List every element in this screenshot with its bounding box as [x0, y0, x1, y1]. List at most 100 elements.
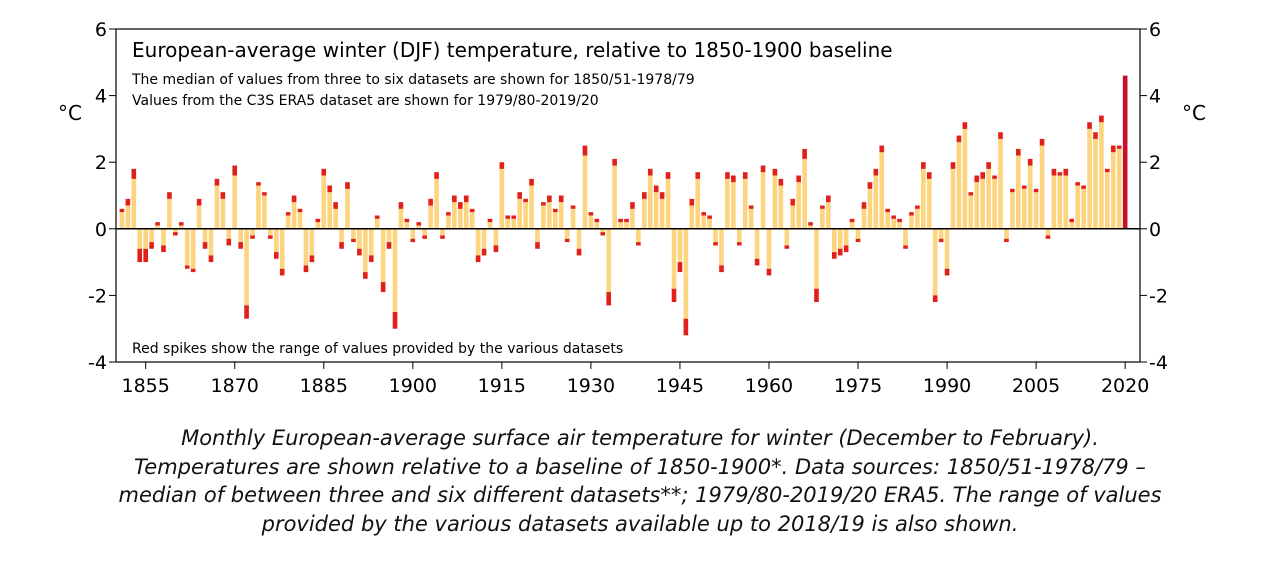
caption: Monthly European-average surface air tem… — [0, 424, 1280, 538]
bar — [814, 228, 819, 289]
range-spike — [161, 245, 166, 253]
bar — [1045, 228, 1051, 236]
bar — [802, 158, 807, 229]
range-spike — [279, 268, 285, 276]
bar — [1122, 75, 1128, 229]
x-tick-label: 1960 — [745, 375, 793, 397]
bar — [339, 228, 344, 243]
bar — [742, 178, 748, 229]
range-spike — [980, 172, 986, 179]
bar — [363, 228, 368, 273]
bar — [428, 205, 433, 229]
range-spike — [861, 202, 867, 209]
range-spike — [808, 222, 813, 226]
range-spike — [238, 242, 243, 249]
range-spike — [285, 212, 291, 216]
bar — [624, 222, 629, 229]
bar — [1099, 122, 1104, 229]
bar — [784, 228, 790, 246]
bar — [392, 228, 398, 313]
y2-tick-label: 6 — [1149, 19, 1161, 41]
bar — [523, 202, 528, 229]
bar — [368, 228, 374, 256]
range-spike — [831, 252, 837, 259]
range-spike — [309, 255, 315, 263]
x-tick-label: 1885 — [300, 375, 348, 397]
bar — [843, 228, 849, 246]
bar — [962, 128, 968, 229]
range-spike — [469, 208, 475, 213]
range-spike — [665, 172, 671, 179]
bar — [677, 228, 683, 263]
range-spike — [1105, 168, 1110, 173]
bar — [345, 188, 350, 229]
range-spike — [345, 182, 350, 189]
bar — [487, 222, 493, 229]
bar — [826, 202, 831, 229]
y-tick-label: 2 — [95, 152, 107, 174]
bar — [968, 195, 974, 229]
bar — [647, 175, 653, 229]
range-spike — [487, 218, 493, 223]
range-spike — [921, 162, 926, 169]
bar — [184, 228, 190, 266]
range-spike — [647, 168, 653, 176]
bar — [273, 228, 279, 253]
bar — [701, 215, 707, 229]
y2-tick-label: -4 — [1149, 352, 1168, 374]
bar — [837, 228, 843, 249]
bar — [891, 218, 896, 229]
bar — [1081, 188, 1086, 229]
bar — [974, 182, 980, 229]
range-spike — [125, 198, 131, 206]
bar — [262, 195, 267, 229]
bar — [588, 215, 594, 229]
bar — [250, 228, 255, 236]
x-tick-label: 1930 — [567, 375, 615, 397]
range-spike — [1010, 188, 1015, 193]
bar — [879, 152, 885, 229]
bar — [202, 228, 208, 243]
range-spike — [659, 192, 665, 199]
range-spike — [410, 238, 416, 243]
range-spike — [630, 202, 635, 209]
bar — [849, 222, 855, 229]
bar — [208, 228, 214, 256]
bar — [220, 198, 226, 229]
bar — [1110, 152, 1116, 229]
chart: °C °C European-average winter (DJF) temp… — [58, 19, 1206, 397]
range-spike — [742, 172, 748, 179]
range-spike — [885, 208, 891, 213]
bar — [380, 228, 386, 283]
bar — [950, 168, 956, 229]
bar — [1033, 192, 1039, 229]
range-spike — [368, 255, 374, 263]
x-tick-label: 2020 — [1101, 375, 1149, 397]
bar — [351, 228, 356, 239]
range-spike — [262, 192, 267, 196]
range-spike — [606, 292, 612, 306]
range-spike — [315, 218, 321, 223]
bar — [926, 178, 932, 229]
footnote: Red spikes show the range of values prov… — [132, 341, 623, 357]
range-spike — [778, 178, 784, 186]
bar — [796, 182, 801, 229]
bar — [748, 208, 754, 229]
range-spike — [523, 198, 528, 203]
range-spike — [932, 295, 938, 303]
range-spike — [1015, 148, 1021, 156]
range-spike — [1033, 188, 1039, 193]
bar — [386, 228, 392, 243]
range-spike — [339, 242, 344, 249]
bar — [321, 175, 327, 229]
bar — [1027, 165, 1033, 229]
bar — [564, 228, 570, 239]
range-spike — [404, 218, 410, 223]
range-spike — [475, 255, 481, 263]
range-spike — [499, 162, 505, 169]
bar — [463, 202, 469, 229]
bar — [1075, 185, 1080, 229]
bar — [297, 212, 303, 229]
bar — [541, 205, 546, 229]
range-spike — [440, 235, 445, 239]
